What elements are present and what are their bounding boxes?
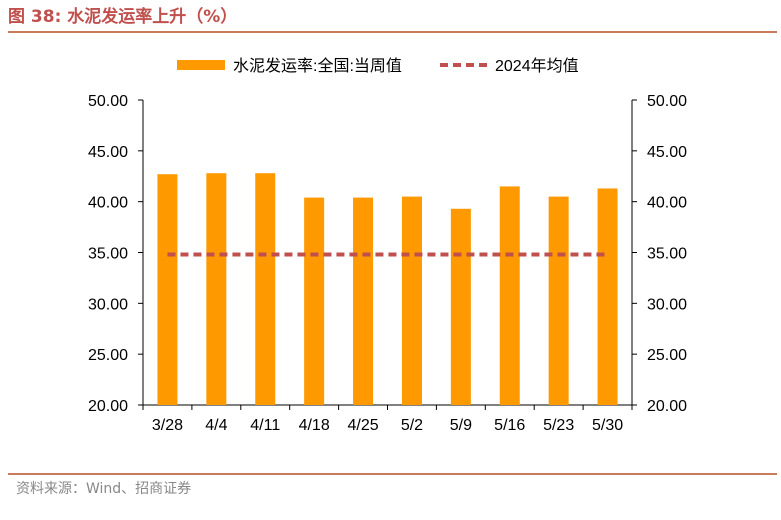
y-tick-label-left: 40.00: [88, 195, 128, 212]
figure-number: 图 38:: [8, 7, 62, 27]
y-tick-label-right: 30.00: [647, 296, 687, 313]
top-rule: [8, 31, 777, 33]
bar: [304, 197, 325, 405]
x-tick-label: 4/11: [250, 417, 280, 434]
y-tick-label-right: 20.00: [647, 398, 687, 415]
source-note: 资料来源：Wind、招商证券: [16, 481, 192, 497]
y-tick-label-left: 35.00: [88, 246, 128, 263]
y-tick-label-right: 50.00: [647, 93, 687, 110]
x-tick-label: 3/28: [152, 417, 183, 434]
bar: [450, 208, 471, 405]
x-tick-label: 4/4: [205, 417, 227, 434]
bottom-rule: [8, 473, 777, 475]
bar: [401, 196, 422, 405]
y-tick-label-right: 40.00: [647, 195, 687, 212]
y-tick-label-left: 20.00: [88, 398, 128, 415]
y-tick-label-right: 45.00: [647, 144, 687, 161]
bar: [255, 173, 276, 405]
legend-label-line: 2024年均值: [495, 57, 579, 75]
bar: [157, 174, 178, 405]
x-tick-label: 5/9: [450, 417, 472, 434]
y-tick-label-left: 50.00: [88, 93, 128, 110]
x-tick-label: 5/16: [494, 417, 525, 434]
bar-chart: 20.00 25.00 30.00 35.00 40.00 45.00 50.00 20.00…: [88, 57, 687, 434]
y-tick-label-right: 35.00: [647, 246, 687, 263]
x-tick-label: 5/30: [592, 417, 623, 434]
bar: [206, 173, 227, 405]
x-tick-label: 5/23: [543, 417, 574, 434]
x-tick-label: 4/18: [299, 417, 330, 434]
bar: [353, 197, 374, 405]
x-tick-label: 4/25: [347, 417, 378, 434]
y-tick-label-left: 45.00: [88, 144, 128, 161]
bar: [548, 196, 569, 405]
legend-swatch-bar: [177, 60, 225, 70]
figure-title: 图 38: 水泥发运率上升（%）: [8, 4, 237, 30]
y-tick-label-left: 30.00: [88, 296, 128, 313]
bar: [499, 186, 520, 405]
x-tick-label: 5/2: [401, 417, 423, 434]
legend-label-bar: 水泥发运率:全国:当周值: [233, 57, 402, 75]
y-tick-label-right: 25.00: [647, 347, 687, 364]
bar: [597, 188, 618, 405]
y-tick-label-left: 25.00: [88, 347, 128, 364]
figure-title-text: 水泥发运率上升（%）: [67, 7, 238, 27]
